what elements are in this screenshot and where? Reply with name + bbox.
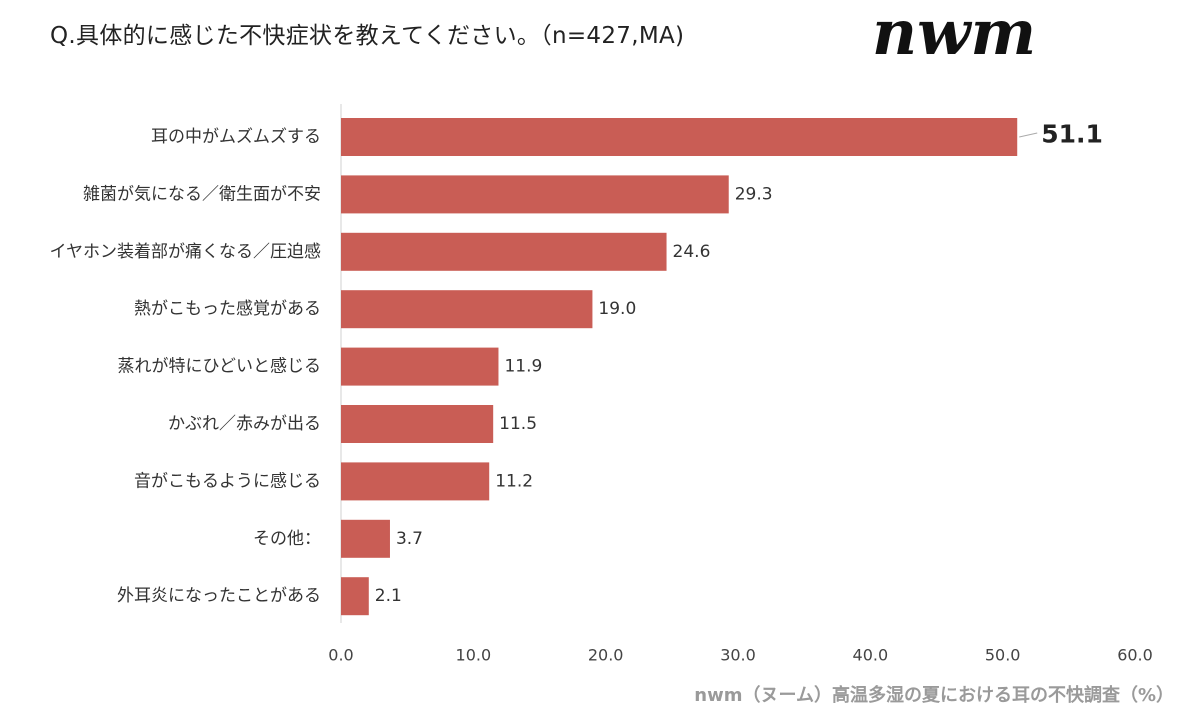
value-leader-line bbox=[1019, 132, 1038, 138]
bar bbox=[341, 519, 390, 558]
category-label: 音がこもるように感じる bbox=[134, 471, 321, 491]
x-tick-label: 10.0 bbox=[456, 646, 492, 665]
data-label: 11.5 bbox=[499, 414, 537, 434]
bar bbox=[341, 175, 729, 214]
data-label: 24.6 bbox=[673, 242, 711, 262]
chart-source-caption: nwm（ヌーム）高温多湿の夏における耳の不快調査（%） bbox=[694, 685, 1174, 706]
data-label: 11.2 bbox=[495, 471, 533, 491]
data-label: 51.1 bbox=[1041, 120, 1103, 149]
nwm-logo: nwm bbox=[868, 2, 1080, 68]
x-tick-label: 20.0 bbox=[588, 646, 624, 665]
category-label: その他： bbox=[253, 529, 321, 549]
category-label: 外耳炎になったことがある bbox=[117, 586, 321, 606]
chart-question-title: Q.具体的に感じた不快症状を教えてください。（n=427,MA) bbox=[50, 23, 685, 49]
category-label: 雑菌が気になる／衛生面が不安 bbox=[83, 184, 321, 204]
bar bbox=[341, 118, 1018, 156]
data-label: 3.7 bbox=[396, 529, 423, 549]
data-label: 29.3 bbox=[735, 184, 773, 204]
x-tick-label: 30.0 bbox=[720, 646, 756, 665]
data-label: 2.1 bbox=[375, 586, 402, 606]
bar bbox=[341, 462, 490, 501]
bar bbox=[341, 405, 494, 443]
category-label: かぶれ／赤みが出る bbox=[168, 414, 321, 434]
bar bbox=[341, 577, 369, 616]
x-tick-label: 0.0 bbox=[328, 646, 353, 665]
nwm-logo-mark: nwm bbox=[872, 2, 1036, 68]
nwm-logo-text: nwm bbox=[872, 2, 1036, 68]
bar bbox=[341, 290, 593, 329]
category-label: 蒸れが特にひどいと感じる bbox=[118, 357, 322, 377]
bar bbox=[341, 232, 667, 271]
category-label: イヤホン装着部が痛くなる／圧迫感 bbox=[50, 242, 322, 262]
x-tick-label: 50.0 bbox=[985, 646, 1021, 665]
x-tick-label: 60.0 bbox=[1117, 646, 1153, 665]
data-label: 11.9 bbox=[504, 357, 542, 377]
bar bbox=[341, 347, 499, 386]
data-label: 19.0 bbox=[598, 299, 636, 319]
category-label: 熱がこもった感覚がある bbox=[134, 299, 321, 319]
x-tick-label: 40.0 bbox=[853, 646, 889, 665]
category-label: 耳の中がムズムズする bbox=[151, 127, 321, 147]
